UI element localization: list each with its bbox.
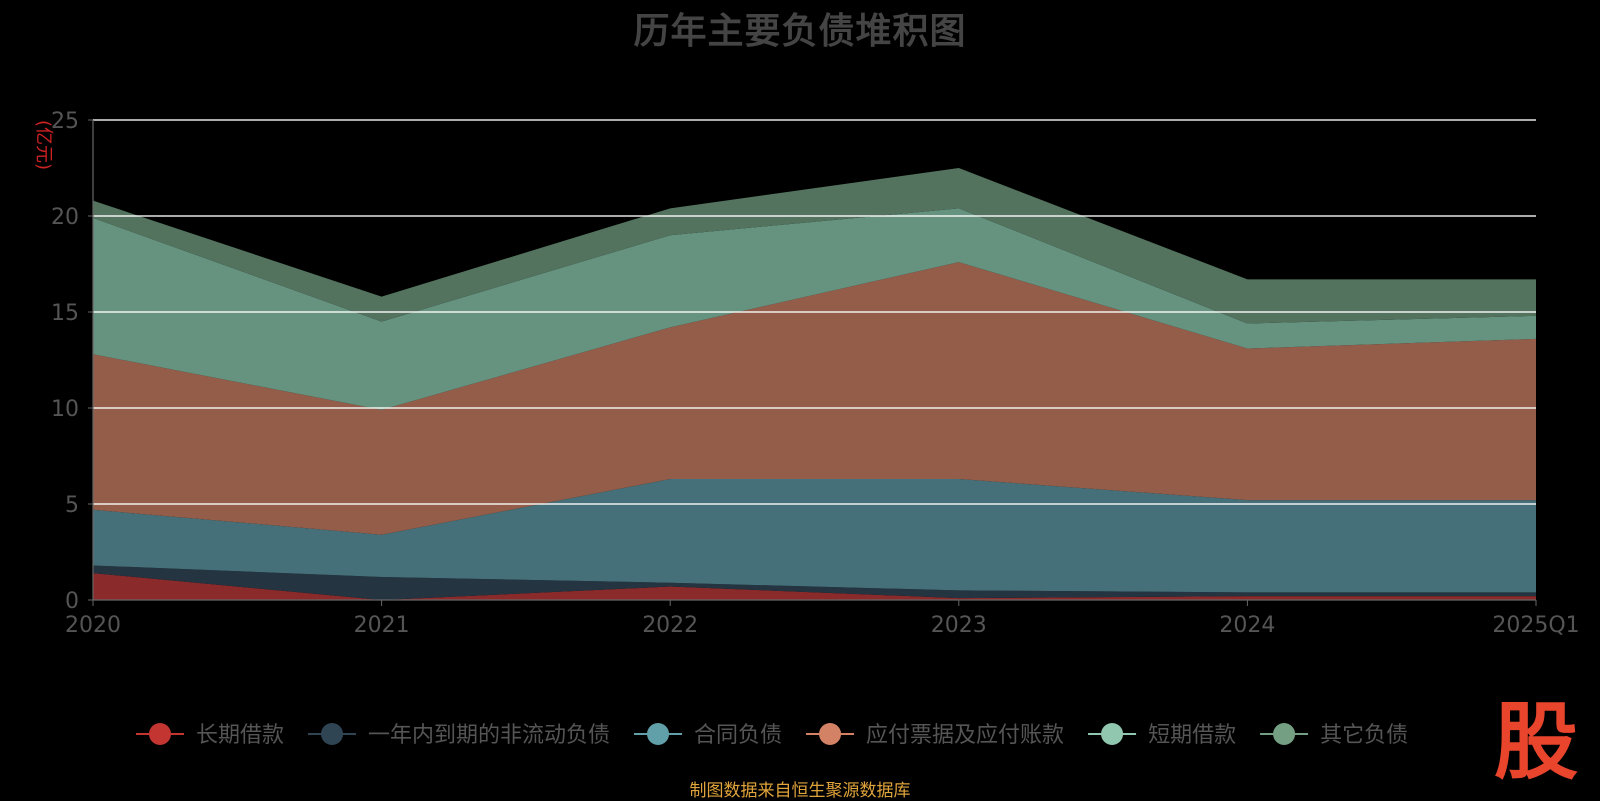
legend-item-4[interactable]: 短期借款 bbox=[1088, 723, 1236, 748]
x-tick-label-2024: 2024 bbox=[1219, 613, 1275, 638]
area-series-0 bbox=[93, 573, 1536, 600]
y-axis-label: (亿元) bbox=[33, 120, 54, 170]
y-tick-label-0: 0 bbox=[65, 589, 79, 614]
legend-marker-icon bbox=[149, 723, 171, 745]
area-layers bbox=[93, 168, 1536, 600]
axes: 0 5 10 15 20 25 2020 2021 2022 2023 2024 2025Q1 bbox=[51, 109, 1580, 638]
legend-item-1[interactable]: 一年内到期的非流动负债 bbox=[308, 723, 610, 748]
y-tick-label-25: 25 bbox=[51, 109, 79, 134]
legend-marker-icon bbox=[819, 723, 842, 745]
y-tick-label-10: 10 bbox=[51, 397, 79, 422]
legend-label: 短期借款 bbox=[1148, 723, 1236, 748]
legend-marker-icon bbox=[1273, 723, 1296, 745]
legend-marker-icon bbox=[1101, 723, 1124, 745]
area-series-4 bbox=[93, 208, 1536, 410]
x-tick-label-2025Q1: 2025Q1 bbox=[1492, 613, 1579, 638]
legend-item-0[interactable]: 长期借款 bbox=[136, 723, 284, 748]
area-series-2 bbox=[93, 479, 1536, 593]
y-tick-label-15: 15 bbox=[51, 301, 79, 326]
legend-marker-icon bbox=[321, 723, 344, 745]
legend-label: 一年内到期的非流动负债 bbox=[368, 723, 610, 748]
legend-label: 合同负债 bbox=[694, 723, 782, 748]
legend-marker-icon bbox=[647, 723, 670, 745]
y-tick-label-20: 20 bbox=[51, 205, 79, 230]
data-source-note: 制图数据来自恒生聚源数据库 bbox=[689, 781, 911, 801]
y-tick-label-5: 5 bbox=[65, 493, 79, 518]
area-series-5 bbox=[93, 168, 1536, 324]
x-tick-label-2022: 2022 bbox=[642, 613, 698, 638]
grid-lines bbox=[93, 119, 1536, 505]
stock-logo: 股 bbox=[1494, 693, 1579, 791]
x-tick-label-2023: 2023 bbox=[931, 613, 987, 638]
area-series-1 bbox=[93, 565, 1536, 600]
x-tick-label-2020: 2020 bbox=[65, 613, 121, 638]
legend-item-3[interactable]: 应付票据及应付账款 bbox=[806, 723, 1064, 748]
area-series-3 bbox=[93, 262, 1536, 535]
legend-label: 长期借款 bbox=[196, 723, 284, 748]
legend-item-5[interactable]: 其它负债 bbox=[1260, 723, 1408, 748]
legend-label: 其它负债 bbox=[1320, 723, 1408, 748]
x-tick-label-2021: 2021 bbox=[354, 613, 410, 638]
legend: 长期借款 一年内到期的非流动负债 合同负债 应付票据及应付账款 短期借款 其它负债 bbox=[136, 723, 1408, 748]
legend-label: 应付票据及应付账款 bbox=[866, 723, 1064, 748]
legend-item-2[interactable]: 合同负债 bbox=[634, 723, 782, 748]
chart-title: 历年主要负债堆积图 bbox=[633, 11, 967, 52]
